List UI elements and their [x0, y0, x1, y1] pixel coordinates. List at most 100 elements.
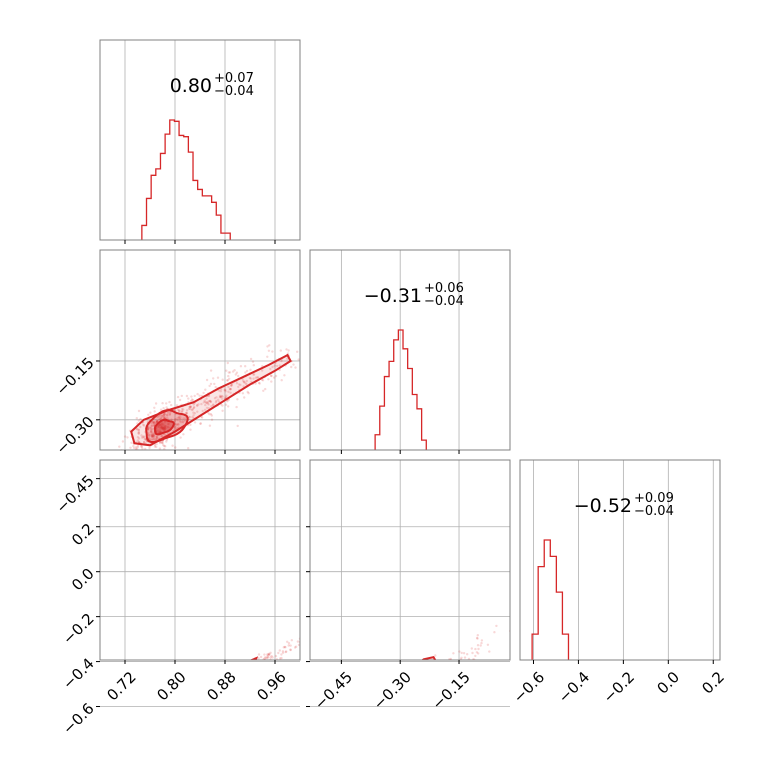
scatter-point [155, 682, 157, 684]
scatter-point [143, 694, 145, 696]
tick-label-y: −0.30 [52, 413, 97, 458]
panel-frame [309, 249, 511, 451]
scatter-point [363, 696, 365, 698]
scatter-point [150, 424, 154, 427]
scatter-point [418, 679, 420, 681]
scatter-point [343, 312, 345, 314]
scatter-point [427, 672, 429, 674]
scatter-point [147, 435, 151, 438]
scatter-point [149, 411, 152, 414]
scatter-point [385, 677, 387, 679]
scatter-point [155, 677, 157, 679]
scatter-x1-y2 [354, 624, 510, 703]
scatter-point [149, 427, 153, 430]
scatter-point [270, 374, 273, 378]
scatter-point [385, 675, 387, 677]
title-value: 0.80 [170, 75, 212, 97]
scatter-point [165, 413, 168, 417]
scatter-point [221, 404, 224, 407]
scatter-point [189, 428, 192, 431]
scatter-point [150, 430, 153, 433]
scatter-point [235, 666, 237, 668]
scatter-point [220, 397, 224, 400]
scatter-point [229, 391, 232, 394]
scatter-point [161, 441, 164, 445]
histogram-param-2 [531, 539, 570, 660]
scatter-point [177, 409, 181, 413]
scatter-point [154, 420, 157, 423]
scatter-point [162, 416, 166, 420]
scatter-point [190, 687, 192, 689]
scatter-point [433, 670, 435, 672]
scatter-point [277, 651, 280, 655]
scatter-point [153, 684, 155, 686]
scatter-point [221, 395, 224, 398]
scatter-point [146, 691, 148, 693]
scatter-point [227, 405, 230, 408]
scatter-point [424, 681, 426, 683]
scatter-point [199, 687, 201, 689]
scatter-point [228, 387, 232, 391]
scatter-point [240, 666, 242, 668]
scatter-point [423, 689, 425, 691]
scatter-point [178, 420, 182, 423]
scatter-point [286, 640, 289, 643]
scatter-point [366, 701, 368, 703]
scatter-point [317, 339, 319, 341]
scatter-point [165, 438, 169, 441]
scatter-point [411, 688, 413, 690]
scatter-point [148, 685, 150, 687]
scatter-point [249, 357, 253, 361]
scatter-point [438, 662, 440, 664]
scatter-point [437, 669, 439, 671]
scatter-point [420, 676, 422, 678]
scatter-point [421, 666, 423, 668]
scatter-point [152, 432, 155, 435]
scatter-point [383, 673, 385, 675]
scatter-point [163, 413, 166, 416]
scatter-point [263, 653, 266, 656]
scatter-point [275, 364, 279, 368]
scatter-point [444, 678, 446, 680]
scatter-point [367, 688, 369, 690]
scatter-point [135, 690, 137, 692]
scatter-point [153, 685, 155, 687]
scatter-point [148, 426, 151, 429]
scatter-point [227, 374, 230, 378]
scatter-point [423, 678, 425, 680]
scatter-point [133, 695, 135, 697]
scatter-point [420, 668, 422, 670]
scatter-point [151, 685, 153, 687]
scatter-point [174, 425, 177, 429]
scatter-point [219, 395, 222, 399]
scatter-point [208, 424, 212, 427]
scatter-point [441, 675, 443, 677]
scatter-point [204, 400, 207, 404]
scatter-point [265, 656, 268, 660]
tick-label-y: 0.0 [68, 565, 98, 595]
scatter-point [196, 392, 199, 396]
scatter-point [435, 671, 437, 673]
scatter-point [380, 678, 382, 680]
scatter-point [372, 691, 374, 693]
scatter-point [159, 408, 163, 411]
scatter-point [421, 677, 423, 679]
scatter-point [287, 349, 290, 352]
scatter-point [142, 693, 144, 695]
scatter-point [132, 689, 134, 691]
scatter-point [133, 696, 135, 698]
scatter-point [150, 422, 153, 425]
scatter-point [249, 377, 252, 380]
scatter-point [252, 364, 255, 367]
scatter-point [354, 689, 356, 691]
scatter-point [143, 692, 145, 694]
scatter-point [414, 692, 416, 694]
scatter-point [261, 379, 265, 382]
scatter-point [156, 684, 158, 686]
scatter-point [143, 686, 145, 688]
panel-frame [519, 459, 721, 661]
scatter-point [234, 373, 237, 376]
scatter-point [183, 419, 187, 422]
scatter-point [158, 677, 160, 679]
scatter-point [286, 357, 289, 360]
